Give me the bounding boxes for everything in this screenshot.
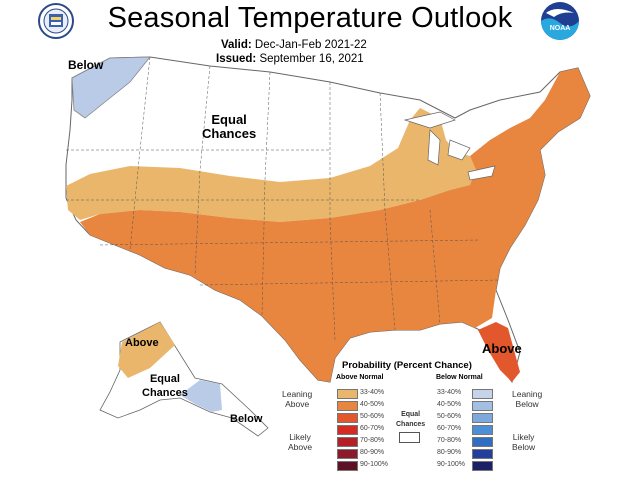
legend-below-bin-swatch bbox=[472, 425, 493, 435]
leaning-below-nw-region bbox=[71, 56, 151, 119]
above-50-60-region bbox=[478, 322, 520, 382]
legend-below-bin-swatch bbox=[472, 437, 493, 447]
great-lakes bbox=[403, 111, 496, 181]
legend-above-bin-label: 50-60% bbox=[360, 413, 385, 420]
legend-above-bin-swatch bbox=[337, 461, 358, 471]
below-label-ak: Below bbox=[230, 413, 263, 425]
legend-below-bin-swatch bbox=[472, 461, 493, 471]
legend-below-bin-swatch bbox=[472, 413, 493, 423]
equal-chances-label-ak: Equal Chances bbox=[142, 373, 188, 399]
legend-leaning-above: Leaning Above bbox=[282, 389, 313, 409]
legend-equal-chances-swatch bbox=[399, 432, 420, 443]
page-title: Seasonal Temperature Outlook bbox=[107, 2, 513, 34]
legend-below-bin-label: 50-60% bbox=[437, 413, 462, 420]
issued-line: Issued: September 16, 2021 bbox=[216, 53, 364, 65]
legend-below-bin-label: 40-50% bbox=[437, 401, 462, 408]
doc-seal-icon bbox=[38, 2, 74, 45]
legend-above-bin-swatch bbox=[337, 389, 358, 399]
leaning-above-region bbox=[66, 108, 476, 222]
legend-below-bin-swatch bbox=[472, 389, 493, 399]
above-label-fl: Above bbox=[482, 341, 522, 356]
valid-label: Valid: bbox=[221, 39, 252, 51]
alaska-above-region bbox=[118, 322, 175, 378]
legend-above-bin-swatch bbox=[337, 401, 358, 411]
above-40-50-region bbox=[80, 68, 590, 382]
legend-above-bin-label: 80-90% bbox=[360, 449, 385, 456]
legend-title: Probability (Percent Chance) bbox=[342, 360, 472, 371]
legend-below-bin-label: 90-100% bbox=[437, 461, 466, 468]
legend-above-bin-swatch bbox=[337, 413, 358, 423]
equal-chances-label: Equal Chances bbox=[202, 112, 257, 141]
legend-above-bin-label: 33-40% bbox=[360, 389, 385, 396]
legend-below-bin-label: 70-80% bbox=[437, 437, 462, 444]
issued-value: September 16, 2021 bbox=[259, 53, 364, 65]
legend-above-bin-swatch bbox=[337, 449, 358, 459]
legend-above-bin-label: 90-100% bbox=[360, 461, 389, 468]
legend-equal-chances: Equal Chances bbox=[396, 411, 426, 428]
issued-label: Issued: bbox=[216, 53, 257, 65]
legend-above-bin-swatch bbox=[337, 425, 358, 435]
legend-above-bin-swatch bbox=[337, 437, 358, 447]
legend-leaning-below: Leaning Below bbox=[512, 389, 543, 409]
legend-below-bin-swatch bbox=[472, 401, 493, 411]
legend-below-bin-label: 33-40% bbox=[437, 389, 462, 396]
legend-below-bin-swatch bbox=[472, 449, 493, 459]
legend-likely-above: Likely Above bbox=[288, 432, 313, 452]
legend-above-bin-label: 70-80% bbox=[360, 437, 385, 444]
above-label-ak: Above bbox=[125, 337, 159, 349]
legend-below-bin-label: 60-70% bbox=[437, 425, 462, 432]
state-borders bbox=[66, 56, 501, 341]
legend-likely-below: Likely Below bbox=[512, 432, 536, 452]
legend-below-header: Below Normal bbox=[436, 374, 483, 381]
svg-text:NOAA: NOAA bbox=[550, 25, 571, 32]
noaa-logo-icon: NOAA bbox=[540, 1, 580, 46]
legend-above-header: Above Normal bbox=[336, 374, 384, 381]
valid-value: Dec-Jan-Feb 2021-22 bbox=[254, 39, 367, 51]
legend-above-bin-label: 60-70% bbox=[360, 425, 385, 432]
valid-line: Valid: Dec-Jan-Feb 2021-22 bbox=[221, 39, 367, 51]
legend-below-bin-label: 80-90% bbox=[437, 449, 462, 456]
alaska-below-region bbox=[180, 380, 222, 412]
legend-above-bin-label: 40-50% bbox=[360, 401, 385, 408]
below-label-nw: Below bbox=[68, 58, 104, 72]
